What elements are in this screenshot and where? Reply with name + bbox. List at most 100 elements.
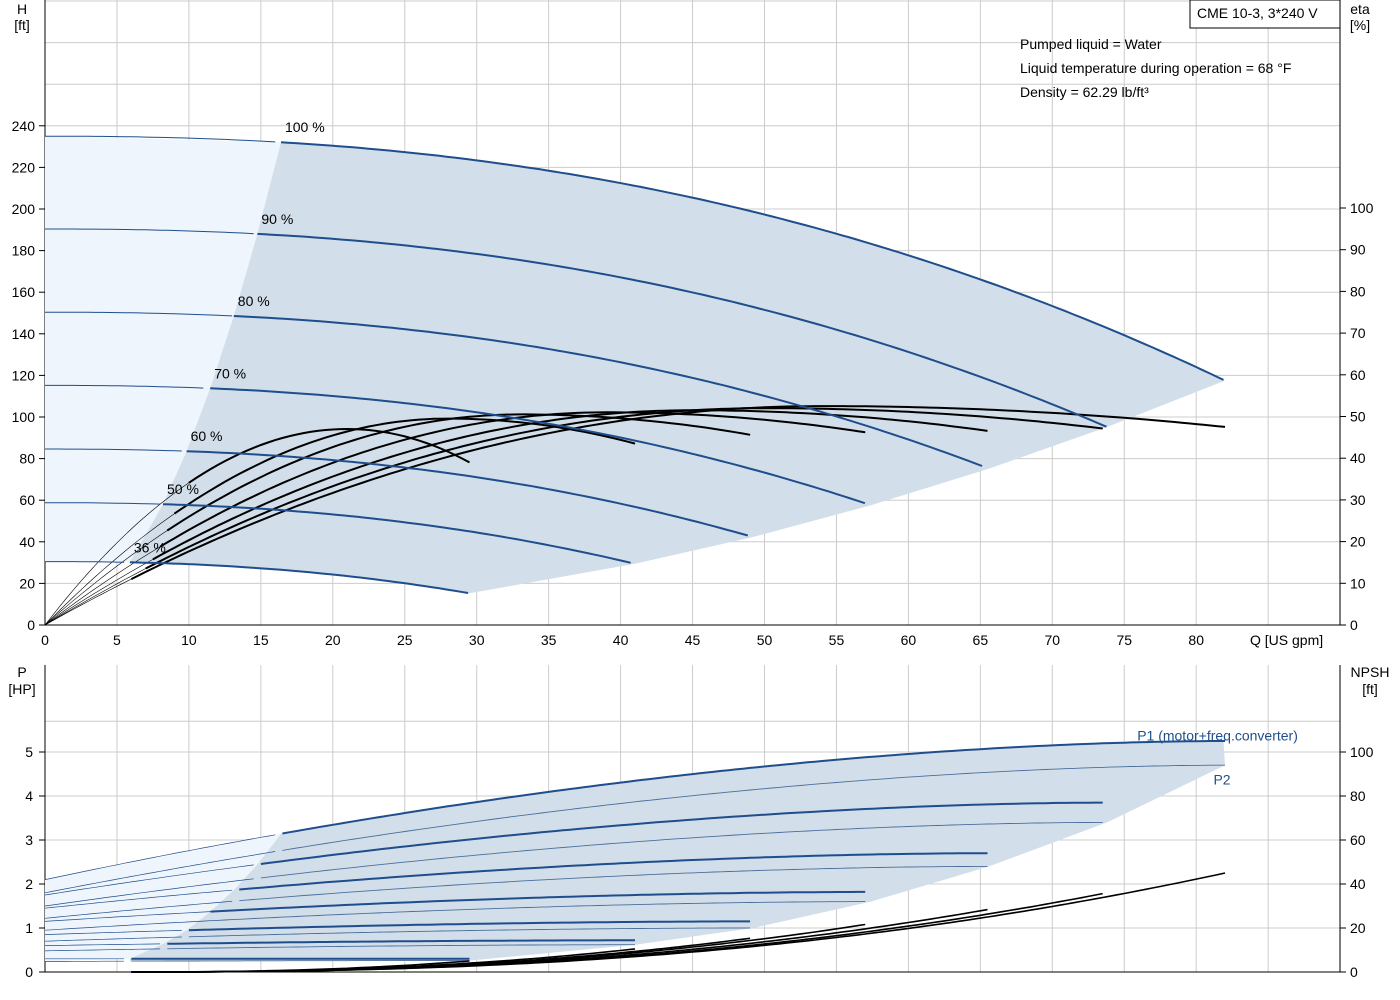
speed-label: 50 % (167, 481, 199, 497)
x-tick-label: 30 (469, 632, 485, 648)
p2-curve (131, 960, 470, 962)
npsh-tick-label: 20 (1350, 920, 1366, 936)
p2-curve-thin (44, 948, 161, 952)
y-tick-label-left: 160 (12, 284, 36, 300)
x-tick-label: 15 (253, 632, 269, 648)
head-curve (257, 232, 1107, 428)
y-tick-label-left: 60 (19, 492, 35, 508)
efficiency-curve (152, 409, 988, 561)
y-tick-label-left: 220 (12, 159, 36, 175)
head-curve (186, 450, 749, 537)
x-axis-label: Q [US gpm] (1250, 632, 1323, 648)
p-axis-label: P (17, 664, 26, 680)
title-box: CME 10-3, 3*240 V (1189, 0, 1341, 29)
y-tick-label-left: 20 (19, 575, 35, 591)
y-tick-label-left: 200 (12, 201, 36, 217)
p1-curve-thin (44, 889, 233, 909)
y-tick-label-right: 60 (1350, 367, 1366, 383)
x-tick-label: 70 (1045, 632, 1061, 648)
x-tick-label: 35 (541, 632, 557, 648)
y-tick-label-left: 100 (12, 409, 36, 425)
p2-curve-thin (44, 878, 254, 907)
head-curve-thin (45, 228, 254, 235)
x-tick-label: 10 (181, 632, 197, 648)
power-operating-region (129, 741, 1225, 962)
npsh-curve (131, 960, 470, 973)
y-tick-label-left: 120 (12, 367, 36, 383)
p1-curve-thin (44, 834, 276, 880)
head-curve (210, 387, 866, 505)
p2-curve-thin (44, 936, 182, 942)
head-curve-thin (45, 502, 161, 505)
y-tick-label-right: 0 (1350, 617, 1358, 633)
x-tick-label: 50 (757, 632, 773, 648)
p1-curve (282, 740, 1225, 835)
p1-curve-thin (44, 911, 211, 922)
speed-label: 80 % (238, 293, 270, 309)
x-tick-label: 5 (113, 632, 121, 648)
p2-curve (260, 821, 1103, 879)
y-tick-label-left: 240 (12, 118, 36, 134)
p2-curve (282, 764, 1225, 851)
p1-curve (167, 939, 635, 945)
p1-curve-thin (44, 930, 182, 935)
speed-label: 60 % (191, 428, 223, 444)
y-axis-unit-left: [ft] (14, 17, 30, 33)
x-tick-label: 55 (829, 632, 845, 648)
power-light-region (45, 833, 281, 962)
y-tick-label-right: 20 (1350, 534, 1366, 550)
head-curve (233, 315, 983, 467)
npsh-axis-label: NPSH (1351, 664, 1390, 680)
y-tick-label-left: 140 (12, 326, 36, 342)
p2-curve-thin (44, 920, 211, 931)
y-tick-label-left: 80 (19, 451, 35, 467)
p2-curve (167, 944, 635, 950)
y-axis-unit-right: [%] (1350, 17, 1370, 33)
y-tick-label-left: 0 (27, 617, 35, 633)
power-npsh-panel: P1 (motor+freq.converter) P2 0 1 2 3 4 5 0 20 40 60… (8, 664, 1389, 980)
speed-label: 70 % (214, 365, 246, 381)
y-tick-label-left: 40 (19, 534, 35, 550)
head-curve-thin (45, 135, 276, 143)
speed-label: 90 % (261, 211, 293, 227)
x-tick-label: 45 (685, 632, 701, 648)
npsh-tick-label: 100 (1350, 744, 1374, 760)
npsh-tick-label: 0 (1350, 964, 1358, 980)
p2-curve (210, 901, 866, 922)
note-pumped-liquid: Pumped liquid = Water (1020, 36, 1162, 52)
y-tick-label-right: 10 (1350, 575, 1366, 591)
p1-curve (188, 920, 751, 932)
p-tick-label: 2 (25, 876, 33, 892)
y-tick-label-right: 30 (1350, 492, 1366, 508)
y-tick-label-right: 100 (1350, 200, 1374, 216)
efficiency-curve (188, 427, 470, 484)
p2-curve-thin (44, 851, 276, 894)
y-tick-label-right: 70 (1350, 325, 1366, 341)
p2-series-label: P2 (1213, 772, 1230, 788)
head-operating-region (129, 142, 1225, 594)
p-axis-unit: [HP] (8, 681, 35, 697)
x-tick-label: 75 (1116, 632, 1132, 648)
y-tick-label-right: 90 (1350, 242, 1366, 258)
npsh-tick-label: 40 (1350, 876, 1366, 892)
speed-label: 36 % (134, 539, 166, 555)
p2-curve-thin (44, 900, 233, 919)
head-curve (129, 561, 469, 594)
head-curve (280, 141, 1224, 381)
p-tick-label: 1 (25, 920, 33, 936)
npsh-tick-label: 80 (1350, 788, 1366, 804)
npsh-tick-label: 60 (1350, 832, 1366, 848)
head-curve-thin (45, 561, 125, 563)
head-curve-thin (45, 448, 182, 452)
p2-curve (239, 865, 988, 902)
y-tick-label-left: 180 (12, 243, 36, 259)
p1-curve (210, 890, 866, 913)
note-liquid-temperature: Liquid temperature during operation = 68… (1020, 60, 1291, 76)
efficiency-curve (145, 407, 1103, 570)
x-tick-label: 20 (325, 632, 341, 648)
p-tick-label: 4 (25, 788, 33, 804)
head-curve-thin (45, 384, 204, 389)
y-tick-label-right: 80 (1350, 283, 1366, 299)
speed-label: 100 % (285, 119, 325, 135)
